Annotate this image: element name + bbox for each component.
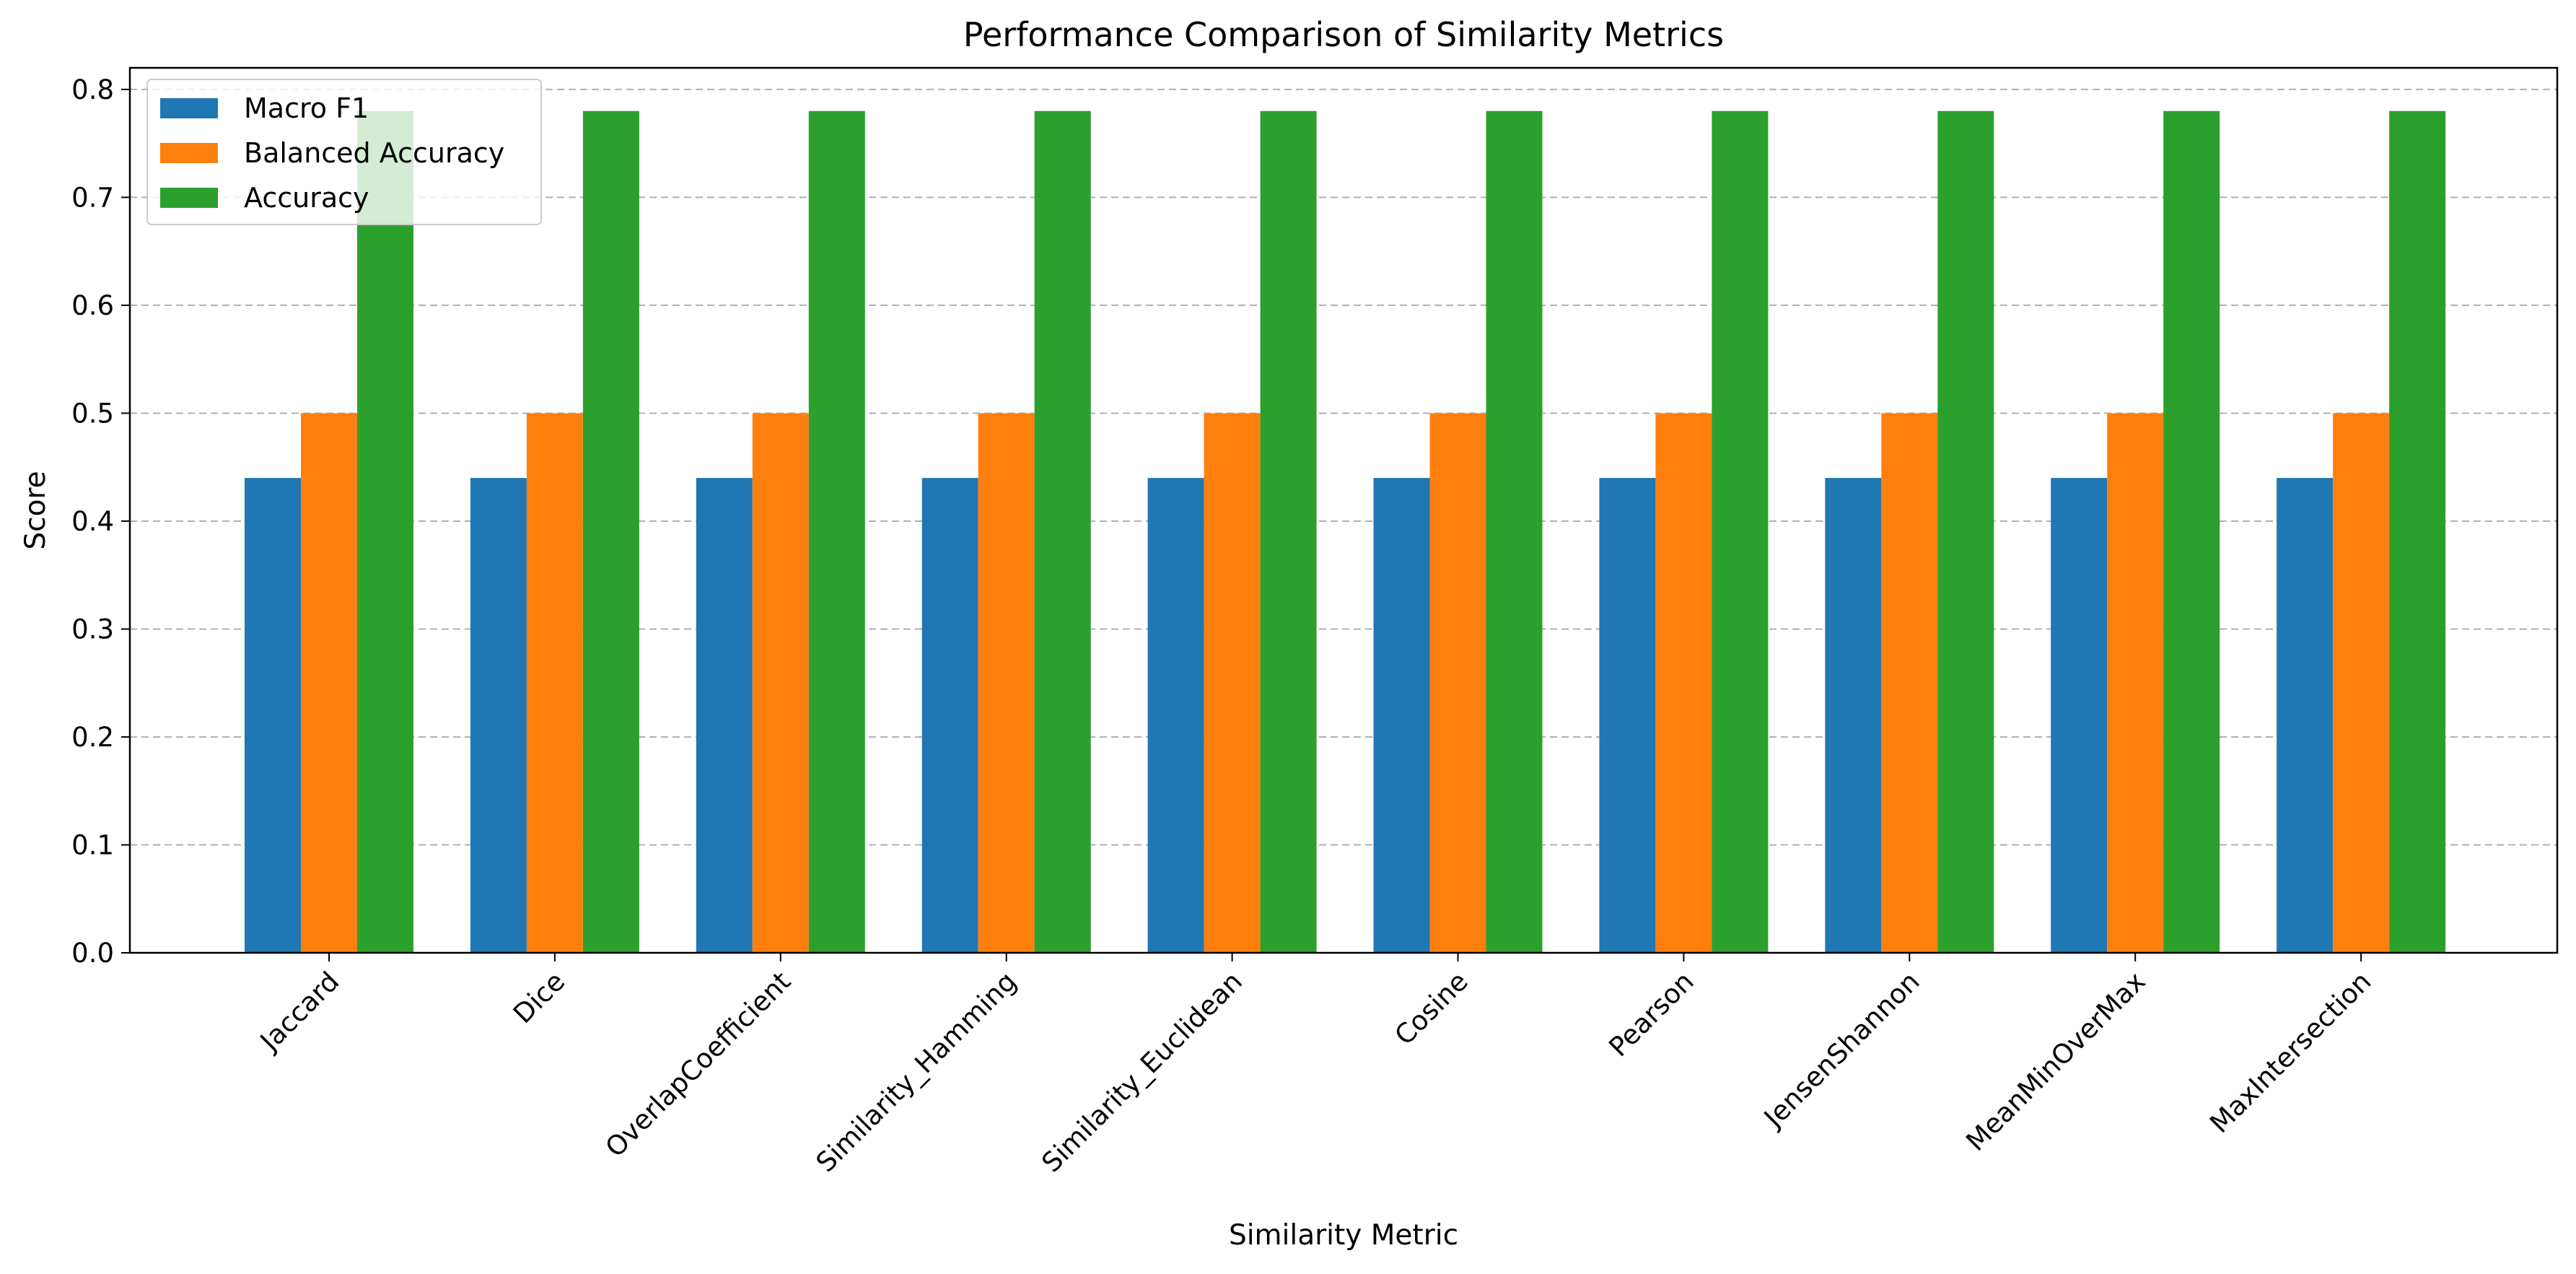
bar-macro-f1 [1147, 478, 1204, 953]
y-axis: 0.0 0.1 0.2 0.3 0.4 0.5 0.6 0.7 0.8 [71, 74, 130, 969]
bar-accuracy [2389, 110, 2446, 953]
bar-macro-f1 [245, 478, 301, 953]
y-tick-label: 0.2 [71, 722, 114, 753]
bar-accuracy [1712, 110, 1769, 953]
bar-macro-f1 [921, 478, 978, 953]
y-axis-label: Score [19, 471, 52, 549]
bar-balanced-accuracy [301, 413, 357, 953]
legend: Macro F1 Balanced Accuracy Accuracy [146, 79, 542, 225]
bar-accuracy [1937, 110, 1994, 953]
bar-balanced-accuracy [978, 413, 1035, 953]
bar-macro-f1 [696, 478, 753, 953]
bar-accuracy [1260, 110, 1317, 953]
x-tick-label: Jaccard [253, 966, 345, 1057]
legend-label: Macro F1 [244, 92, 369, 124]
bar-balanced-accuracy [2107, 413, 2164, 953]
y-tick-label: 0.5 [71, 398, 114, 429]
bar-accuracy [2163, 110, 2220, 953]
y-tick-label: 0.8 [71, 74, 114, 105]
x-tick-label: Dice [507, 966, 571, 1029]
bar-balanced-accuracy [2333, 413, 2390, 953]
bar-balanced-accuracy [1204, 413, 1261, 953]
y-tick-label: 0.3 [71, 614, 114, 645]
x-tick-label: OverlapCoefficient [600, 966, 797, 1164]
bar-balanced-accuracy [526, 413, 583, 953]
bar-balanced-accuracy [1881, 413, 1938, 953]
x-tick-label: Similarity_Euclidean [1035, 966, 1248, 1179]
x-tick-label: JensenShannon [1757, 966, 1926, 1134]
legend-swatch [160, 98, 218, 118]
bar-macro-f1 [1373, 478, 1430, 953]
bar-macro-f1 [2051, 478, 2108, 953]
y-tick-label: 0.6 [71, 290, 114, 321]
bar-macro-f1 [470, 478, 527, 953]
chart-title: Performance Comparison of Similarity Met… [963, 15, 1724, 54]
bar-accuracy [1486, 110, 1543, 953]
bar-balanced-accuracy [752, 413, 809, 953]
legend-label: Balanced Accuracy [244, 137, 504, 169]
bar-macro-f1 [1599, 478, 1656, 953]
legend-swatch [160, 143, 218, 163]
bar-accuracy [808, 110, 865, 953]
x-tick-label: Pearson [1603, 966, 1699, 1063]
plot-frame [128, 66, 2559, 954]
x-tick-label: Similarity_Hamming [810, 966, 1022, 1178]
y-tick-label: 0.0 [71, 938, 114, 969]
legend-box [146, 79, 542, 225]
x-tick-label: MaxIntersection [2204, 966, 2377, 1139]
x-axis-label: Similarity Metric [1229, 1219, 1458, 1252]
x-tick-label: Cosine [1389, 966, 1474, 1051]
bar-accuracy [357, 110, 413, 953]
y-tick-label: 0.1 [71, 829, 114, 860]
y-tick-label: 0.4 [71, 506, 114, 537]
bar-balanced-accuracy [1655, 413, 1712, 953]
bars [245, 110, 2446, 953]
x-tick-label: MeanMinOverMax [1960, 966, 2151, 1157]
bar-balanced-accuracy [1429, 413, 1486, 953]
legend-swatch [160, 188, 218, 208]
bar-macro-f1 [1825, 478, 1882, 953]
x-axis: Jaccard Dice OverlapCoefficient Similarity_… [253, 953, 2377, 1179]
y-tick-label: 0.7 [71, 182, 114, 213]
bar-accuracy [1034, 110, 1091, 953]
bar-accuracy [582, 110, 639, 953]
bar-macro-f1 [2277, 478, 2334, 953]
legend-label: Accuracy [244, 182, 369, 214]
